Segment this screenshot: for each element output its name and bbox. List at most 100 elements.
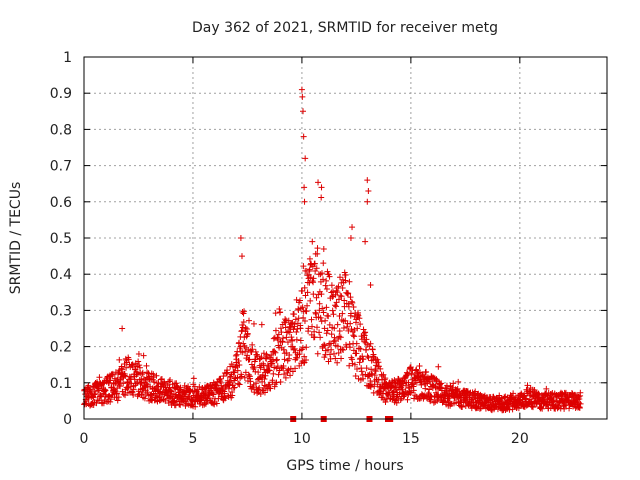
data-point	[280, 335, 287, 342]
data-point	[329, 293, 336, 300]
data-point	[266, 367, 273, 374]
data-point	[350, 347, 357, 354]
data-point	[529, 404, 536, 411]
data-point	[315, 179, 322, 186]
data-point	[288, 320, 295, 327]
data-point	[278, 329, 285, 336]
data-point	[113, 390, 120, 397]
data-point	[346, 362, 353, 369]
data-point	[220, 373, 227, 380]
data-point	[310, 279, 317, 286]
data-point	[290, 311, 297, 318]
data-point	[263, 351, 270, 358]
data-point	[328, 331, 335, 338]
data-point	[565, 396, 572, 403]
data-point	[236, 362, 243, 369]
data-point	[300, 314, 307, 321]
data-point	[142, 376, 149, 383]
data-point	[233, 351, 240, 358]
data-point	[311, 334, 318, 341]
data-point	[313, 294, 320, 301]
data-point	[338, 355, 345, 362]
data-point	[543, 385, 550, 392]
data-point	[107, 396, 114, 403]
data-point	[410, 387, 417, 394]
data-point	[509, 406, 516, 413]
y-tick-label: 0.6	[50, 195, 72, 211]
data-point	[258, 354, 265, 361]
data-point	[141, 384, 148, 391]
data-points	[81, 86, 584, 414]
data-point	[317, 271, 324, 278]
data-point	[331, 325, 338, 332]
data-point	[333, 299, 340, 306]
data-point	[122, 373, 129, 380]
data-point	[369, 346, 376, 353]
data-point	[498, 395, 505, 402]
data-point	[330, 350, 337, 357]
y-tick-label: 0	[63, 412, 72, 428]
data-point	[360, 356, 367, 363]
data-point	[297, 325, 304, 332]
data-point	[292, 365, 299, 372]
data-point	[91, 391, 98, 398]
data-point	[320, 260, 327, 267]
data-point	[437, 384, 444, 391]
data-point	[353, 350, 360, 357]
data-point	[242, 348, 249, 355]
data-point	[423, 368, 430, 375]
data-point	[349, 224, 356, 231]
data-point	[300, 108, 307, 115]
data-point	[399, 386, 406, 393]
data-point	[157, 376, 164, 383]
data-point	[311, 328, 318, 335]
data-point	[238, 253, 245, 260]
data-point	[161, 379, 168, 386]
data-point	[320, 309, 327, 316]
data-point	[237, 235, 244, 241]
data-point	[348, 298, 355, 305]
data-point	[92, 390, 99, 397]
data-point	[333, 284, 340, 291]
data-point	[262, 372, 269, 379]
y-tick-label: 0.8	[50, 122, 72, 138]
data-point	[277, 325, 284, 332]
data-point	[365, 187, 372, 194]
data-point	[301, 317, 308, 324]
data-point	[320, 276, 327, 283]
data-point	[241, 374, 248, 381]
data-point	[96, 387, 103, 394]
data-point	[291, 345, 298, 352]
data-point	[257, 355, 264, 362]
data-point	[349, 356, 356, 363]
data-point	[135, 358, 142, 365]
data-point	[539, 405, 546, 412]
data-point	[318, 184, 325, 191]
data-point	[272, 349, 279, 356]
data-point	[335, 349, 342, 356]
data-point	[397, 381, 404, 388]
data-point	[330, 311, 337, 318]
data-point	[322, 282, 329, 289]
y-tick-label: 0.5	[50, 231, 72, 247]
data-point	[106, 393, 113, 400]
data-point	[381, 385, 388, 392]
data-point	[152, 387, 159, 394]
data-point	[404, 396, 411, 403]
y-tick-label: 1	[63, 50, 72, 66]
data-point	[334, 343, 341, 350]
data-point	[435, 363, 442, 370]
y-tick-label: 0.3	[50, 303, 72, 319]
data-point	[161, 380, 168, 387]
data-point	[244, 330, 251, 337]
data-point	[347, 294, 354, 301]
data-point	[231, 375, 238, 382]
data-point	[314, 250, 321, 257]
data-point	[90, 394, 97, 401]
data-point	[346, 278, 353, 285]
data-point	[339, 284, 346, 291]
data-point	[348, 326, 355, 333]
data-point	[130, 391, 137, 398]
data-point	[270, 370, 277, 377]
data-point	[329, 307, 336, 314]
